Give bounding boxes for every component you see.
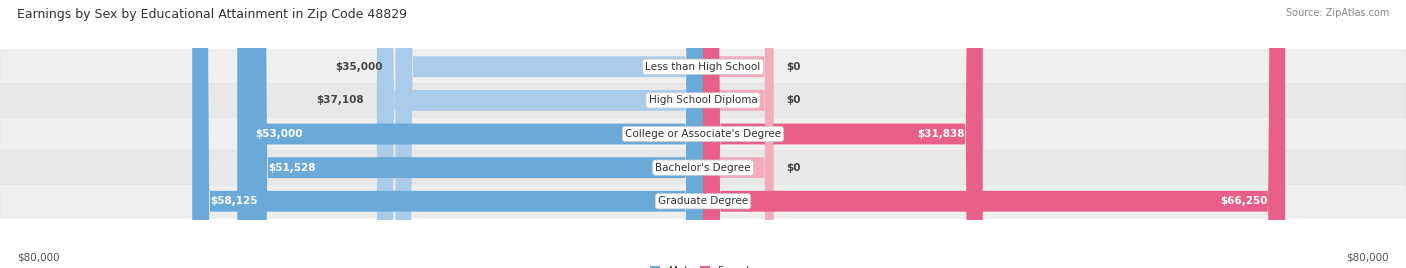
Text: Source: ZipAtlas.com: Source: ZipAtlas.com [1285, 8, 1389, 18]
Text: $80,000: $80,000 [17, 253, 59, 263]
FancyBboxPatch shape [703, 0, 1285, 268]
Text: Less than High School: Less than High School [645, 62, 761, 72]
FancyBboxPatch shape [377, 0, 703, 268]
Text: $80,000: $80,000 [1347, 253, 1389, 263]
Text: Earnings by Sex by Educational Attainment in Zip Code 48829: Earnings by Sex by Educational Attainmen… [17, 8, 406, 21]
FancyBboxPatch shape [0, 50, 1406, 84]
FancyBboxPatch shape [193, 0, 703, 268]
FancyBboxPatch shape [703, 0, 773, 268]
FancyBboxPatch shape [0, 184, 1406, 218]
Text: $0: $0 [786, 163, 801, 173]
Text: $35,000: $35,000 [335, 62, 382, 72]
Legend: Male, Female: Male, Female [645, 261, 761, 268]
Text: Graduate Degree: Graduate Degree [658, 196, 748, 206]
Text: College or Associate's Degree: College or Associate's Degree [626, 129, 780, 139]
Text: High School Diploma: High School Diploma [648, 95, 758, 105]
FancyBboxPatch shape [0, 84, 1406, 117]
FancyBboxPatch shape [703, 0, 983, 268]
FancyBboxPatch shape [395, 0, 703, 268]
Text: $51,528: $51,528 [267, 163, 315, 173]
FancyBboxPatch shape [0, 151, 1406, 184]
Text: $31,838: $31,838 [918, 129, 965, 139]
FancyBboxPatch shape [0, 117, 1406, 151]
Text: $53,000: $53,000 [254, 129, 302, 139]
FancyBboxPatch shape [703, 0, 773, 268]
Text: $58,125: $58,125 [209, 196, 257, 206]
Text: $0: $0 [786, 62, 801, 72]
FancyBboxPatch shape [250, 0, 703, 268]
FancyBboxPatch shape [703, 0, 773, 268]
Text: Bachelor's Degree: Bachelor's Degree [655, 163, 751, 173]
Text: $66,250: $66,250 [1220, 196, 1268, 206]
Text: $37,108: $37,108 [316, 95, 364, 105]
FancyBboxPatch shape [238, 0, 703, 268]
Text: $0: $0 [786, 95, 801, 105]
